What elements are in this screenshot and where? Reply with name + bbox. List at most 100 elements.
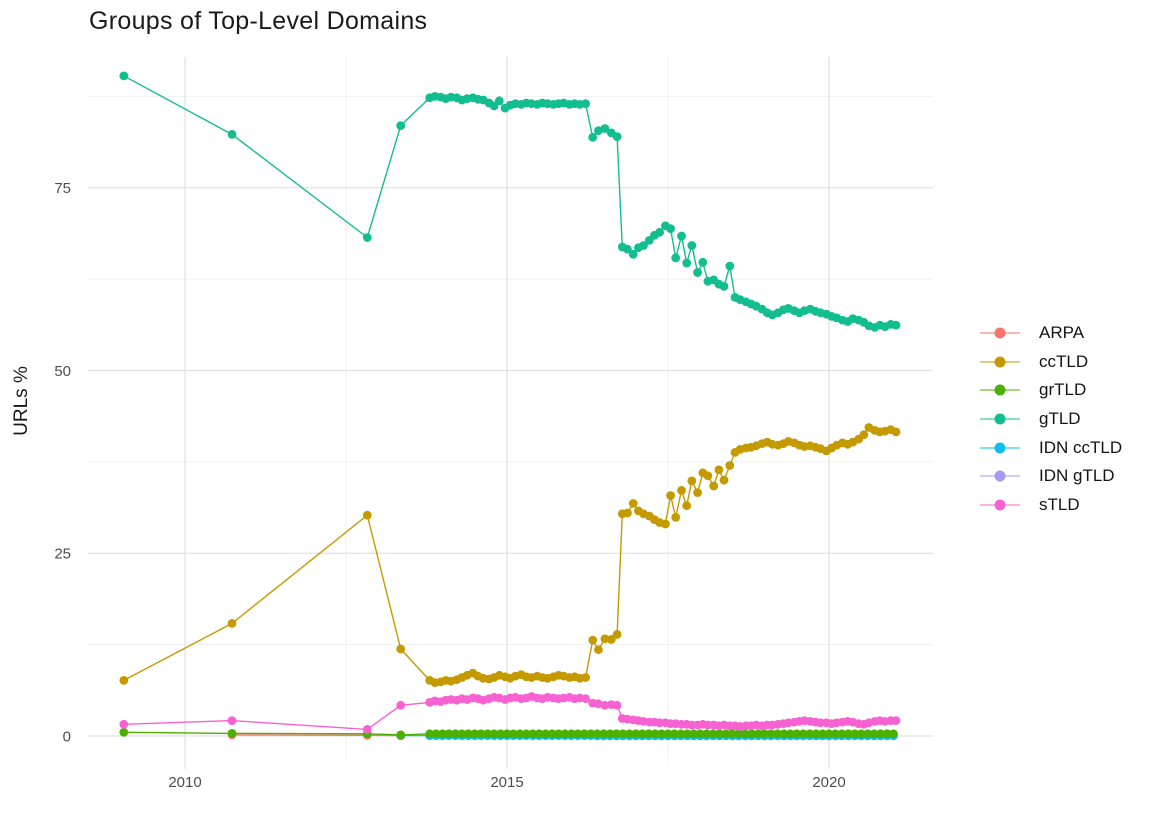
series-stld-points (119, 692, 901, 734)
point-cctld (671, 513, 681, 522)
point-grtld (483, 729, 493, 739)
point-cctld (227, 619, 237, 628)
point-stld (119, 719, 129, 729)
x-tick-label: 2010 (168, 774, 201, 791)
point-grtld (496, 729, 505, 739)
point-cctld (891, 427, 901, 437)
point-cctld (623, 508, 632, 518)
point-gtld (581, 99, 590, 109)
y-tick-label: 75 (54, 180, 71, 197)
point-grtld (856, 729, 866, 739)
chart-title: Groups of Top-Level Domains (89, 7, 428, 35)
point-cctld (362, 510, 372, 520)
point-gtld (600, 124, 610, 133)
point-grtld (431, 729, 441, 739)
point-gtld (494, 96, 504, 106)
point-grtld (567, 729, 576, 739)
point-gtld (698, 257, 708, 267)
series-gtld-points (119, 71, 901, 332)
point-cctld (396, 644, 406, 654)
point-grtld (573, 729, 583, 739)
point-cctld (588, 635, 598, 645)
point-grtld (470, 729, 480, 739)
point-grtld (547, 729, 557, 739)
point-grtld (805, 729, 815, 739)
point-gtld (687, 241, 697, 250)
point-grtld (882, 729, 892, 739)
series-arpa-line (231, 734, 401, 737)
point-gtld (227, 130, 237, 139)
point-grtld (612, 729, 621, 739)
point-stld (891, 716, 901, 725)
point-cctld (709, 481, 719, 491)
legend-label: sTLD (1039, 494, 1080, 514)
legend-label: IDN ccTLD (1039, 437, 1123, 457)
point-grtld (227, 729, 237, 738)
point-grtld (444, 729, 454, 739)
legend-key-dot (994, 470, 1006, 482)
point-grtld (843, 729, 853, 739)
point-gtld (362, 233, 372, 242)
point-grtld (702, 729, 711, 739)
series-gtld-line (123, 75, 897, 329)
legend-item-idn-gtld: IDN gTLD (978, 462, 1122, 491)
point-grtld (464, 729, 473, 739)
point-grtld (119, 727, 129, 737)
point-grtld (534, 729, 544, 739)
point-grtld (779, 729, 789, 739)
point-grtld (541, 729, 550, 739)
point-cctld (600, 634, 610, 644)
point-gtld (623, 244, 632, 254)
point-grtld (811, 729, 821, 739)
point-stld (227, 716, 237, 725)
point-grtld (773, 729, 782, 739)
point-cctld (693, 488, 702, 497)
point-gtld (682, 258, 692, 268)
point-grtld (560, 729, 570, 739)
point-grtld (650, 729, 660, 739)
point-cctld (119, 676, 129, 685)
point-grtld (753, 729, 763, 739)
point-stld (600, 700, 610, 710)
point-grtld (740, 729, 750, 739)
point-grtld (837, 729, 847, 739)
point-grtld (818, 729, 827, 739)
point-grtld (489, 729, 499, 739)
point-grtld (824, 729, 834, 739)
legend-key-dot (994, 356, 1006, 368)
legend-key-icon (980, 499, 1020, 511)
point-cctld (612, 630, 622, 639)
point-grtld (438, 729, 447, 739)
point-grtld (734, 729, 744, 739)
y-axis-title: URLs % (11, 366, 32, 436)
point-grtld (682, 729, 692, 739)
point-grtld (476, 729, 486, 739)
point-cctld (661, 519, 670, 529)
series-cctld-points (119, 423, 901, 687)
point-grtld (509, 729, 518, 739)
point-grtld (592, 729, 602, 739)
point-cctld (628, 499, 638, 508)
point-grtld (728, 729, 737, 739)
legend-key-dot (994, 327, 1006, 339)
point-grtld (876, 729, 885, 739)
point-grtld (850, 729, 860, 739)
point-grtld (863, 729, 872, 739)
point-grtld (792, 729, 802, 739)
point-grtld (599, 729, 608, 739)
legend-label: gTLD (1039, 409, 1081, 429)
point-stld (396, 700, 406, 710)
y-tick-label: 25 (54, 546, 71, 563)
legend-item-gtld: gTLD (978, 405, 1122, 434)
point-grtld (747, 729, 757, 739)
point-cctld (719, 475, 729, 485)
point-grtld (631, 729, 641, 739)
point-cctld (606, 635, 616, 644)
legend-key-dot (994, 384, 1006, 396)
point-grtld (695, 729, 705, 739)
point-grtld (869, 729, 879, 739)
point-grtld (554, 729, 563, 739)
point-gtld (628, 249, 638, 259)
legend-key-icon (980, 470, 1020, 482)
